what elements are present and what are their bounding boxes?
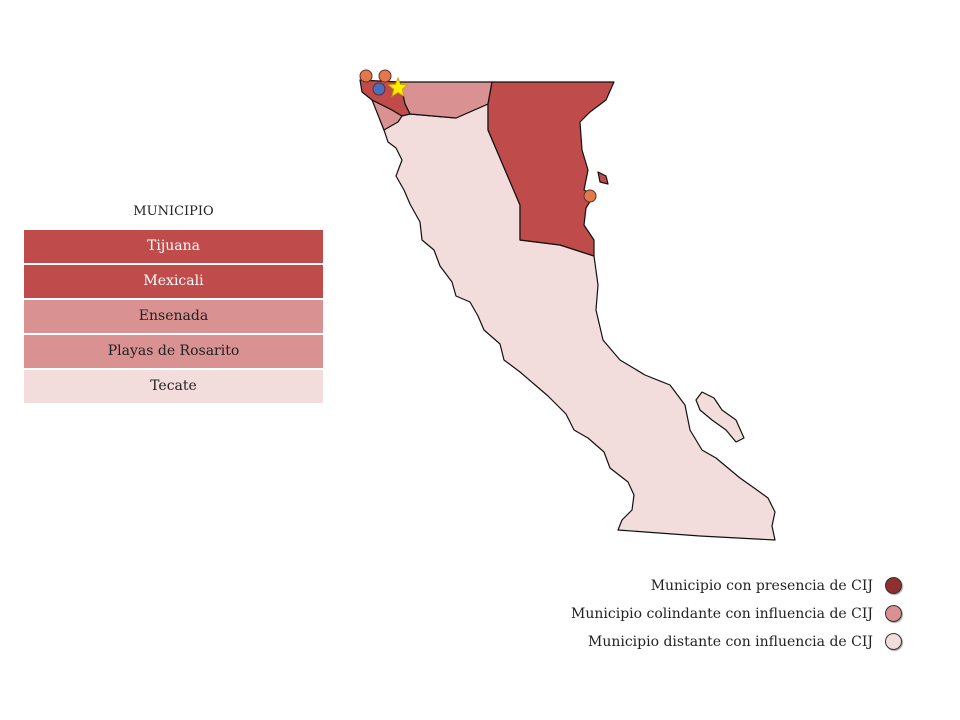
municipio-row-ensenada: Ensenada <box>24 300 323 333</box>
legend-swatch-dot <box>885 632 902 650</box>
legend-label: Municipio con presencia de CIJ <box>650 578 873 594</box>
legend-swatch-dot <box>885 576 902 594</box>
orange-marker-icon <box>359 69 373 83</box>
legend-item-presencia: Municipio con presencia de CIJ <box>571 574 902 602</box>
legend-label: Municipio distante con influencia de CIJ <box>587 634 873 650</box>
legend-item-distante: Municipio distante con influencia de CIJ <box>571 630 902 658</box>
municipio-row-playas-de-rosarito: Playas de Rosarito <box>24 335 323 368</box>
legend-item-colindante: Municipio colindante con influencia de C… <box>571 602 902 630</box>
legend-swatch-dot <box>885 604 902 622</box>
municipio-row-tecate: Tecate <box>24 370 323 403</box>
map-region-distante <box>379 103 776 541</box>
map-region-mexicali <box>487 81 615 257</box>
legend: Municipio con presencia de CIJ Municipio… <box>571 574 902 658</box>
municipio-row-mexicali: Mexicali <box>24 265 323 298</box>
star-icon <box>387 76 409 98</box>
orange-marker-icon <box>583 189 597 203</box>
municipio-table-title: MUNICIPIO <box>133 204 214 219</box>
municipio-table: Tijuana Mexicali Ensenada Playas de Rosa… <box>24 230 323 405</box>
blue-marker-icon <box>372 82 386 96</box>
map-island-small <box>597 171 609 185</box>
orange-marker-icon <box>378 69 392 83</box>
legend-label: Municipio colindante con influencia de C… <box>571 606 873 622</box>
municipio-row-tijuana: Tijuana <box>24 230 323 263</box>
map-markers <box>359 69 597 203</box>
map-island <box>695 391 745 443</box>
